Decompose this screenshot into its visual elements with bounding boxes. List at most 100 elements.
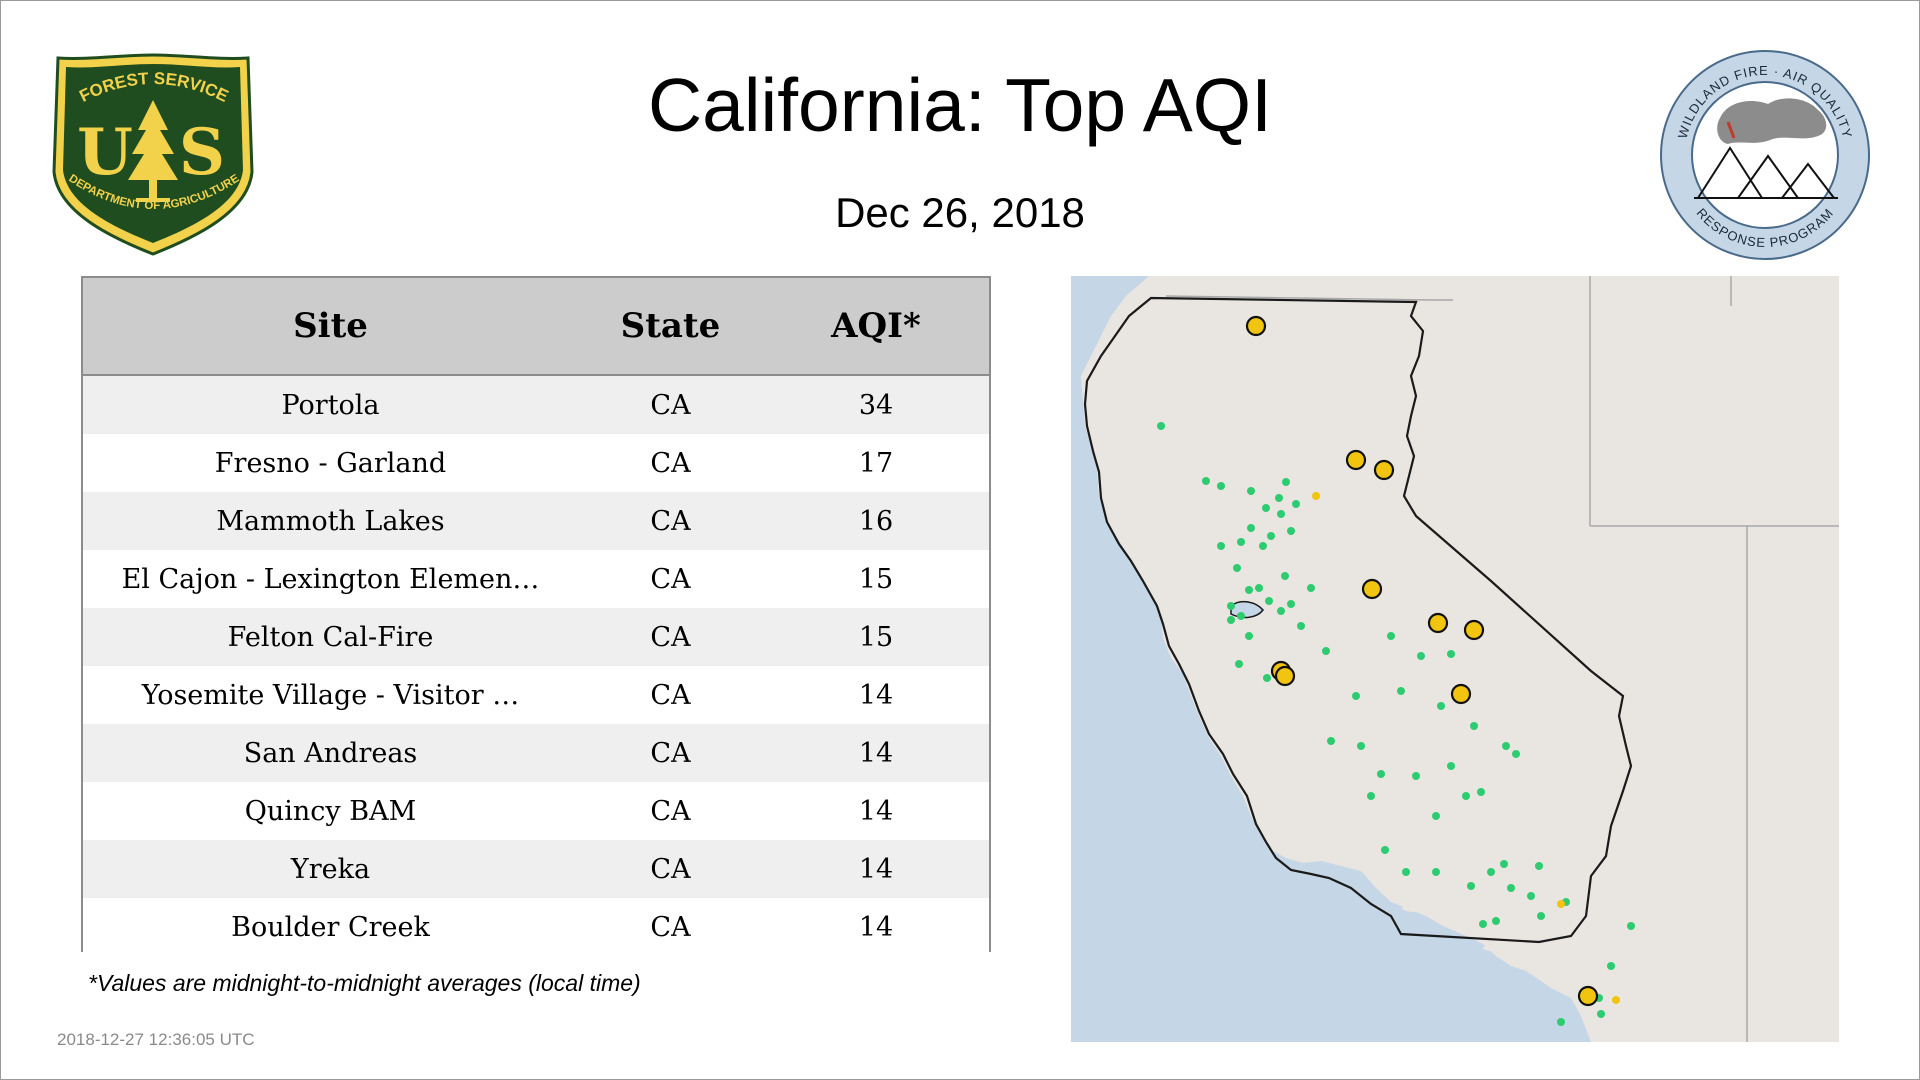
site-marker-good	[1367, 792, 1375, 800]
aqi-cell: 14	[858, 679, 894, 711]
top-aqi-site-marker[interactable]	[1577, 985, 1599, 1007]
site-marker-good	[1297, 622, 1305, 630]
site-marker-good	[1487, 868, 1495, 876]
site-marker-good	[1507, 884, 1515, 892]
state-cell: CA	[650, 447, 691, 479]
california-aqi-map	[1071, 276, 1839, 1042]
aqi-cell: 14	[858, 795, 894, 827]
aqi-cell: 15	[858, 621, 894, 653]
aqi-cell: 34	[858, 389, 894, 421]
site-marker-good	[1432, 868, 1440, 876]
site-marker-good	[1402, 868, 1410, 876]
site-marker-good	[1322, 647, 1330, 655]
svg-text:U: U	[77, 115, 133, 190]
california-outline	[1083, 296, 1633, 944]
site-marker-good	[1247, 524, 1255, 532]
site-marker-good	[1275, 494, 1283, 502]
site-cell: Yosemite Village - Visitor …	[141, 679, 520, 711]
site-marker-good	[1327, 737, 1335, 745]
site-marker-good	[1537, 912, 1545, 920]
top-aqi-site-marker[interactable]	[1463, 619, 1485, 641]
site-marker-good	[1281, 572, 1289, 580]
site-marker-good	[1492, 917, 1500, 925]
top-aqi-site-marker[interactable]	[1361, 578, 1383, 600]
site-marker-good	[1277, 510, 1285, 518]
site-marker-good	[1237, 612, 1245, 620]
site-marker-good	[1255, 584, 1263, 592]
usfs-shield-logo: FOREST SERVICE U S DEPARTMENT OF AGRICUL…	[52, 53, 254, 256]
site-marker-good	[1259, 542, 1267, 550]
table-row: Felton Cal-Fire CA 15	[83, 608, 989, 666]
aqi-cell: 14	[858, 853, 894, 885]
site-marker-good	[1477, 788, 1485, 796]
site-marker-good	[1352, 692, 1360, 700]
site-marker-good	[1597, 1010, 1605, 1018]
site-marker-good	[1447, 650, 1455, 658]
top-aqi-site-marker[interactable]	[1427, 612, 1449, 634]
site-marker-good	[1227, 602, 1235, 610]
site-cell: Quincy BAM	[244, 795, 417, 827]
site-marker-moderate	[1557, 900, 1565, 908]
site-cell: Portola	[281, 389, 380, 421]
state-borders	[1165, 276, 1839, 1042]
state-cell: CA	[650, 911, 691, 943]
site-cell: Yreka	[290, 853, 371, 885]
top-aqi-site-marker[interactable]	[1274, 665, 1296, 687]
site-marker-good	[1292, 500, 1300, 508]
table-row: Mammoth Lakes CA 16	[83, 492, 989, 550]
site-marker-good	[1412, 772, 1420, 780]
site-marker-good	[1307, 584, 1315, 592]
state-cell: CA	[650, 737, 691, 769]
aqi-cell: 14	[858, 911, 894, 943]
site-marker-good	[1157, 422, 1165, 430]
site-marker-good	[1377, 770, 1385, 778]
site-marker-good	[1432, 812, 1440, 820]
table-row: San Andreas CA 14	[83, 724, 989, 782]
site-marker-good	[1237, 538, 1245, 546]
site-marker-good	[1233, 564, 1241, 572]
site-marker-good	[1217, 482, 1225, 490]
aqi-cell: 17	[858, 447, 894, 479]
svg-text:S: S	[179, 115, 225, 190]
aqi-cell: 14	[858, 737, 894, 769]
site-marker-good	[1479, 920, 1487, 928]
column-header-state: State	[620, 306, 721, 346]
top-aqi-site-marker[interactable]	[1373, 459, 1395, 481]
site-marker-good	[1265, 597, 1273, 605]
top-aqi-site-marker[interactable]	[1345, 449, 1367, 471]
generated-timestamp: 2018-12-27 12:36:05 UTC	[57, 1030, 255, 1049]
table-row: Yosemite Village - Visitor … CA 14	[83, 666, 989, 724]
pine-tree-icon	[128, 100, 178, 202]
top-aqi-table: Site State AQI* Portola CA 34 Fresno - G…	[81, 276, 991, 956]
table-row: Boulder Creek CA 14	[83, 898, 989, 956]
site-marker-good	[1502, 742, 1510, 750]
site-marker-moderate	[1312, 492, 1320, 500]
monitoring-sites-layer	[1157, 315, 1635, 1026]
table-row: El Cajon - Lexington Elemen… CA 15	[83, 550, 989, 608]
table-header: Site State AQI*	[83, 278, 989, 376]
site-marker-moderate	[1612, 996, 1620, 1004]
site-marker-good	[1462, 792, 1470, 800]
state-cell: CA	[650, 795, 691, 827]
site-marker-good	[1381, 846, 1389, 854]
site-cell: San Andreas	[243, 737, 418, 769]
site-marker-good	[1282, 478, 1290, 486]
site-marker-good	[1245, 632, 1253, 640]
site-marker-good	[1512, 750, 1520, 758]
site-marker-good	[1557, 1018, 1565, 1026]
report-date: Dec 26, 2018	[835, 189, 1085, 236]
site-marker-good	[1227, 616, 1235, 624]
state-cell: CA	[650, 853, 691, 885]
table-row: Yreka CA 14	[83, 840, 989, 898]
aqi-cell: 16	[858, 505, 894, 537]
site-marker-good	[1357, 742, 1365, 750]
site-marker-good	[1397, 687, 1405, 695]
top-aqi-site-marker[interactable]	[1450, 683, 1472, 705]
state-cell: CA	[650, 621, 691, 653]
top-aqi-site-marker[interactable]	[1245, 315, 1267, 337]
site-marker-good	[1235, 660, 1243, 668]
site-marker-good	[1607, 962, 1615, 970]
site-cell: El Cajon - Lexington Elemen…	[121, 563, 540, 595]
site-marker-good	[1470, 722, 1478, 730]
site-cell: Mammoth Lakes	[216, 505, 445, 537]
